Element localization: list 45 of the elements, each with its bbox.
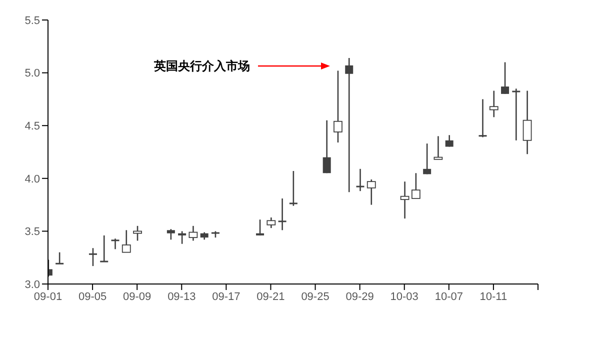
y-tick-label: 3.5 (24, 226, 40, 238)
candlestick (400, 180, 410, 220)
candlestick (266, 216, 276, 229)
candlestick (111, 238, 120, 250)
candlestick (256, 218, 264, 236)
candlestick (345, 57, 354, 193)
y-tick-label: 4.5 (24, 120, 40, 133)
candlestick (356, 168, 364, 192)
y-tick-label: 4.0 (24, 173, 40, 186)
candlestick (88, 247, 97, 267)
y-tick-label: 3.0 (24, 278, 40, 291)
y-tick-label: 5.0 (24, 68, 40, 80)
candlestick (501, 62, 510, 95)
candlestick (522, 90, 532, 155)
candlestick (166, 228, 175, 240)
candlestick (56, 252, 64, 265)
x-tick-label: 09-05 (78, 290, 107, 303)
x-tick-label: 10-07 (434, 290, 463, 303)
candlestick (100, 234, 108, 262)
x-tick-label: 10-03 (390, 290, 418, 303)
candlestick (366, 178, 376, 206)
candlestick (334, 70, 342, 144)
candlestick (278, 198, 286, 231)
x-tick-label: 09-21 (256, 290, 285, 303)
candlestick (489, 90, 498, 118)
x-tick-label: 09-25 (301, 290, 330, 303)
candlestick (122, 229, 131, 253)
x-tick-label: 09-17 (212, 290, 240, 303)
candlestick (289, 170, 298, 207)
candlestick (178, 230, 186, 245)
y-tick-label: 5.5 (24, 14, 40, 27)
candlestick (133, 225, 142, 242)
candlestick (478, 98, 487, 138)
candlestick (512, 88, 520, 142)
candlestick (434, 136, 443, 160)
candlestick (188, 225, 198, 242)
x-tick-label: 09-13 (168, 290, 196, 303)
x-tick-label: 10-11 (480, 290, 508, 303)
annotation: 英国央行介入市场 (153, 59, 250, 73)
candlestick (423, 142, 432, 175)
x-tick-label: 09-09 (123, 290, 152, 303)
x-tick-label: 09-01 (34, 290, 62, 303)
candlestick (411, 172, 420, 200)
candlestick (322, 120, 331, 174)
x-tick-label: 09-29 (346, 290, 374, 303)
